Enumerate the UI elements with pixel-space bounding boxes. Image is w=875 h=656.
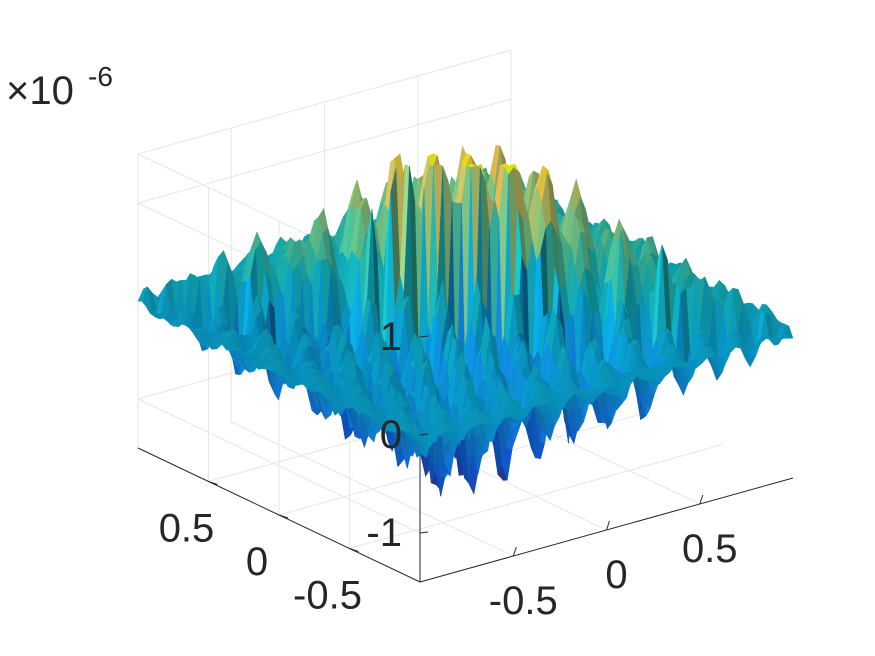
y-axis-ticks: -0.5 0 0.5 <box>159 481 362 618</box>
x-tick-mark <box>512 546 517 557</box>
grid-top-edge <box>137 49 512 155</box>
z-tick-label: 0 <box>380 413 402 457</box>
x-tick-mark <box>606 520 610 531</box>
z-tick-label: -1 <box>366 511 402 555</box>
z-exponent-power: -6 <box>88 61 113 92</box>
x-tick-label: 0 <box>605 553 627 597</box>
y-tick-label: 0.5 <box>159 507 215 551</box>
z-exponent: ×10 -6 <box>6 61 113 113</box>
x-tick-label: 0.5 <box>682 527 738 571</box>
surface <box>137 144 794 497</box>
x-tick-label: -0.5 <box>489 579 558 623</box>
grid-line-y <box>349 444 723 549</box>
x-tick-mark <box>699 494 704 505</box>
y-tick-label: 0 <box>246 540 268 584</box>
z-tick-mark <box>419 531 429 534</box>
z-tick-label: 1 <box>380 315 402 359</box>
x-axis-ticks: -0.5 0 0.5 <box>489 494 738 623</box>
y-tick-label: -0.5 <box>293 574 362 618</box>
z-exponent-base: ×10 <box>6 69 74 113</box>
